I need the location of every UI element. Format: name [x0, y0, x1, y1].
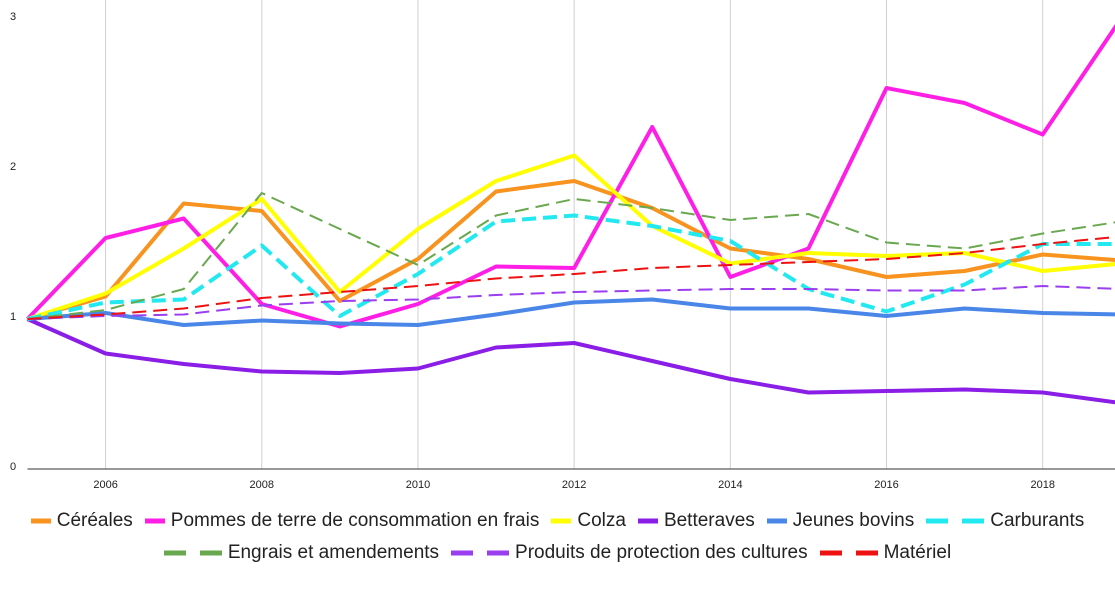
y-tick-label: 0	[10, 461, 16, 473]
x-tick-label: 2012	[562, 479, 586, 491]
series-line	[26, 317, 1115, 405]
legend-item: Produits de protection des cultures	[451, 540, 808, 566]
legend-label: Céréales	[56, 510, 133, 531]
series-line	[27, 297, 1115, 327]
x-tick-label: 2006	[93, 479, 117, 491]
legend-swatch	[637, 518, 658, 524]
legend-item: Jeunes bovins	[766, 508, 915, 534]
legend-item: Engrais et amendements	[163, 540, 440, 566]
series-line	[27, 285, 1115, 320]
legend-label: Produits de protection des cultures	[515, 542, 808, 563]
legend-label: Colza	[577, 510, 626, 531]
legend-swatch	[551, 518, 572, 524]
legend-item: Colza	[551, 508, 626, 534]
legend-item: Betteraves	[637, 508, 755, 534]
y-tick-label: 1	[10, 311, 16, 323]
series-line	[27, 236, 1115, 320]
legend-label: Carburants	[990, 510, 1085, 531]
legend-label: Jeunes bovins	[792, 510, 915, 531]
legend: Céréales Pommes de terre de consommation …	[0, 508, 1115, 566]
legend-item: Pommes de terre de consommation en frais	[144, 508, 540, 534]
legend-swatch	[163, 550, 222, 556]
y-tick-label: 3	[10, 11, 16, 23]
series-line	[26, 24, 1115, 329]
series-line	[26, 179, 1115, 321]
legend-swatch	[766, 518, 787, 524]
plot	[26, 24, 1115, 405]
x-tick-label: 2018	[1030, 479, 1054, 491]
legend-item: Carburants	[926, 508, 1084, 534]
x-tick-label: 2016	[874, 479, 898, 491]
y-tick-label: 2	[10, 161, 16, 173]
legend-swatch	[819, 550, 878, 556]
legend-swatch	[144, 518, 165, 524]
legend-swatch	[451, 550, 510, 556]
legend-label: Betteraves	[663, 510, 755, 531]
legend-item: Matériel	[819, 540, 952, 566]
series-line	[27, 213, 1115, 321]
legend-label: Engrais et amendements	[227, 542, 440, 563]
legend-label: Matériel	[883, 542, 952, 563]
legend-swatch	[30, 518, 51, 524]
x-tick-label: 2008	[250, 479, 274, 491]
series-line	[27, 192, 1115, 320]
legend-swatch	[926, 518, 985, 524]
x-tick-label: 2014	[718, 479, 742, 491]
legend-item: Céréales	[30, 508, 133, 534]
x-tick-label: 2010	[406, 479, 430, 491]
chart: 2006 2008 2010 2012 2014 2016 2018 0 1 2 3	[10, 0, 1115, 491]
legend-label: Pommes de terre de consommation en frais	[170, 510, 540, 531]
